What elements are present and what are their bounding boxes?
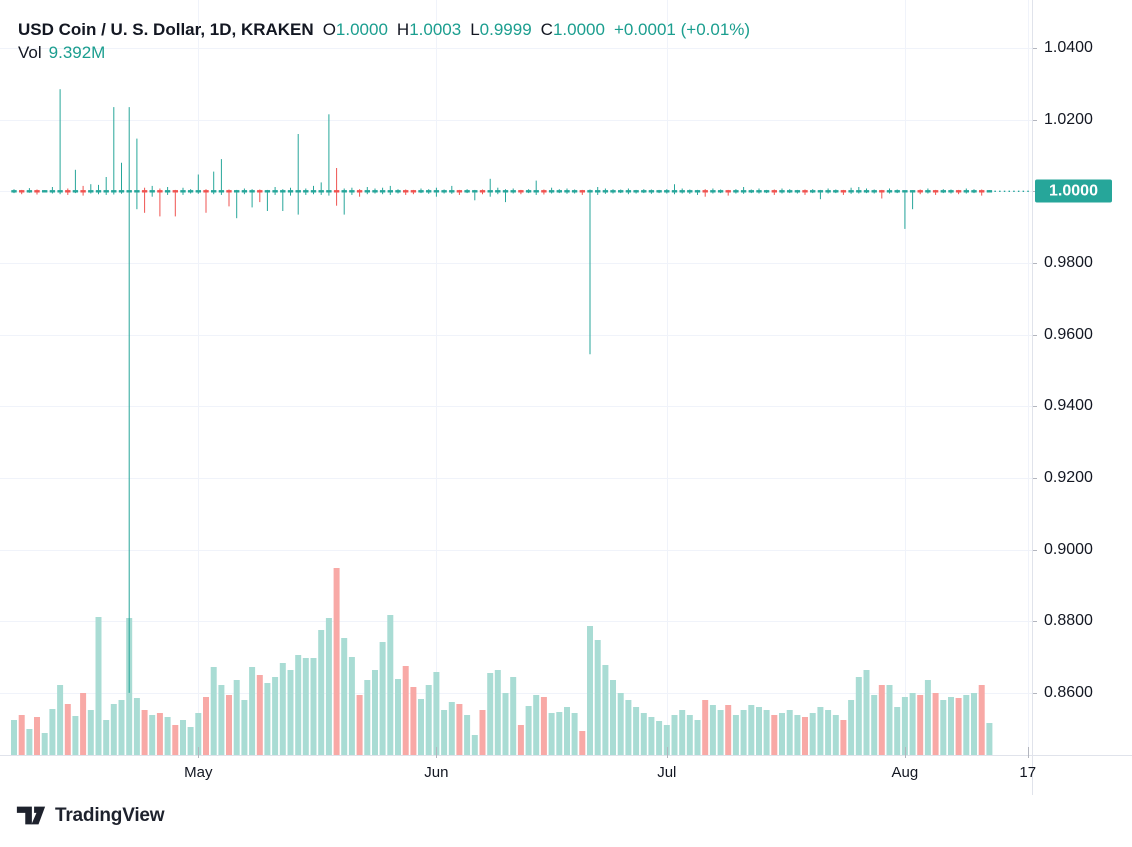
title-separator: , (231, 20, 241, 39)
time-tick-label: Jul (657, 764, 677, 781)
tradingview-logo-icon (16, 806, 46, 825)
tradingview-logo[interactable]: TradingView (16, 804, 165, 827)
price-tick-label: 1.0400 (1044, 39, 1093, 56)
time-axis[interactable]: May Jun Jul Aug 17 (0, 755, 1132, 797)
title-separator: , (200, 20, 210, 39)
tradingview-logo-text: TradingView (55, 804, 165, 826)
time-tick-label: May (184, 764, 213, 781)
open-value: O1.0000 (322, 20, 388, 39)
price-tick-label: 0.9800 (1044, 253, 1093, 271)
legend-title-row: USD Coin / U. S. Dollar, 1D, KRAKEN O1.00… (18, 18, 750, 41)
price-axis[interactable]: 1.0000 1.04001.02001.00000.98000.96000.9… (1032, 0, 1132, 795)
price-tick-label: 0.8600 (1044, 683, 1093, 701)
legend-volume-row: Vol 9.392M (18, 41, 750, 64)
price-tick-label: 0.9400 (1044, 397, 1093, 415)
time-tick-label: 17 (1019, 764, 1037, 781)
price-tick-label: 0.9200 (1044, 468, 1093, 486)
current-price-badge: 1.0000 (1035, 179, 1112, 203)
high-value: H1.0003 (396, 20, 462, 39)
interval-label[interactable]: 1D (209, 20, 232, 39)
price-tick-label: 1.0200 (1044, 110, 1093, 128)
price-tick-label: 0.8800 (1044, 612, 1093, 630)
exchange-label: KRAKEN (240, 20, 314, 39)
chart-legend: USD Coin / U. S. Dollar, 1D, KRAKEN O1.00… (18, 18, 750, 64)
time-tick-label: Jun (424, 764, 449, 781)
time-tick-label: Aug (891, 764, 919, 781)
symbol-title[interactable]: USD Coin / U. S. Dollar (18, 20, 201, 39)
price-tick-label: 0.9000 (1044, 540, 1093, 558)
volume-label: Vol (18, 43, 42, 62)
close-value: C1.0000 (540, 20, 605, 39)
price-tick-label: 0.9600 (1044, 325, 1093, 343)
change-value: +0.0001 (+0.01%) (613, 20, 751, 39)
low-value: L0.9999 (470, 20, 532, 39)
volume-value: 9.392M (48, 43, 106, 62)
